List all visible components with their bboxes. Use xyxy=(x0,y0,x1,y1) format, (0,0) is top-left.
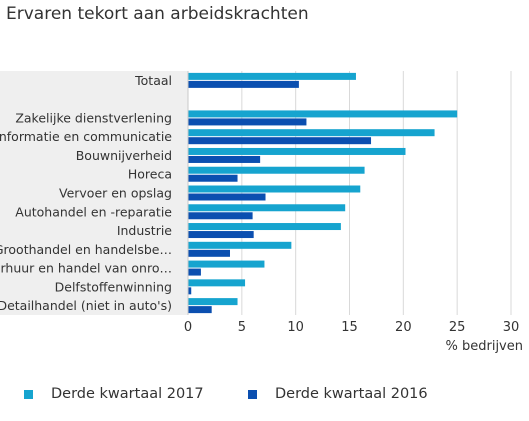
category-labels: Totaal Zakelijke dienstverlening Informati… xyxy=(0,73,172,313)
chart-title: Ervaren tekort aan arbeidskrachten xyxy=(6,4,309,24)
x-tick-label: 5 xyxy=(238,320,246,335)
x-tick-label: 10 xyxy=(287,320,304,335)
category-label-band xyxy=(0,71,188,315)
category-label: Totaal xyxy=(134,73,172,88)
legend-item-2016[interactable]: Derde kwartaal 2016 xyxy=(248,386,428,402)
bar-2016[interactable] xyxy=(188,80,299,88)
x-axis-ticks: 0 5 10 15 20 25 30 xyxy=(184,71,519,335)
x-tick-label: 0 xyxy=(184,320,192,335)
legend-swatch-2017 xyxy=(24,389,33,399)
bar-2017[interactable] xyxy=(188,185,361,193)
category-label: Zakelijke dienstverlening xyxy=(15,110,172,125)
bar-2016[interactable] xyxy=(188,212,253,220)
bar-2016[interactable] xyxy=(188,231,254,239)
x-tick-label: 15 xyxy=(341,320,358,335)
category-label: Detailhandel (niet in auto's) xyxy=(0,298,172,313)
x-tick-label: 25 xyxy=(449,320,466,335)
bar-2016[interactable] xyxy=(188,174,238,182)
bar-2016[interactable] xyxy=(188,287,192,295)
bar-2017[interactable] xyxy=(188,279,246,287)
bar-2016[interactable] xyxy=(188,268,201,276)
legend-item-2017[interactable]: Derde kwartaal 2017 xyxy=(24,386,204,402)
x-tick-label: 30 xyxy=(503,320,520,335)
bar-2016[interactable] xyxy=(188,193,266,201)
category-label: Vervoer en opslag xyxy=(59,186,172,201)
bar-2017[interactable] xyxy=(188,129,435,137)
bar-2017[interactable] xyxy=(188,260,265,268)
category-label: Delfstoffenwinning xyxy=(55,279,172,294)
bars xyxy=(188,72,458,314)
x-axis-label: % bedrijven xyxy=(446,339,524,354)
legend-label-2017: Derde kwartaal 2017 xyxy=(51,386,204,402)
legend: Derde kwartaal 2017 Derde kwartaal 2016 xyxy=(0,386,529,410)
bar-2016[interactable] xyxy=(188,118,307,126)
x-tick-label: 20 xyxy=(395,320,412,335)
legend-swatch-2016 xyxy=(248,389,257,399)
bar-2017[interactable] xyxy=(188,147,406,155)
bar-2017[interactable] xyxy=(188,166,365,174)
bar-2017[interactable] xyxy=(188,204,346,212)
grid-lines xyxy=(187,71,512,315)
bar-2017[interactable] xyxy=(188,298,238,306)
category-label: Informatie en communicatie xyxy=(0,129,172,144)
legend-label-2016: Derde kwartaal 2016 xyxy=(275,386,428,402)
bar-2017[interactable] xyxy=(188,110,458,118)
bar-2016[interactable] xyxy=(188,249,230,257)
bar-2017[interactable] xyxy=(188,72,356,80)
category-label: Groothandel en handelsbe… xyxy=(0,242,172,257)
category-label: Bouwnijverheid xyxy=(76,148,172,163)
bar-2016[interactable] xyxy=(188,155,261,163)
category-label: Industrie xyxy=(117,223,172,238)
category-label: Autohandel en -reparatie xyxy=(15,204,172,219)
category-label: Horeca xyxy=(128,167,172,182)
bar-2017[interactable] xyxy=(188,241,292,249)
bar-2016[interactable] xyxy=(188,137,372,145)
category-label: Verhuur en handel van onro… xyxy=(0,261,172,276)
bar-2016[interactable] xyxy=(188,306,212,314)
bar-2017[interactable] xyxy=(188,223,341,231)
